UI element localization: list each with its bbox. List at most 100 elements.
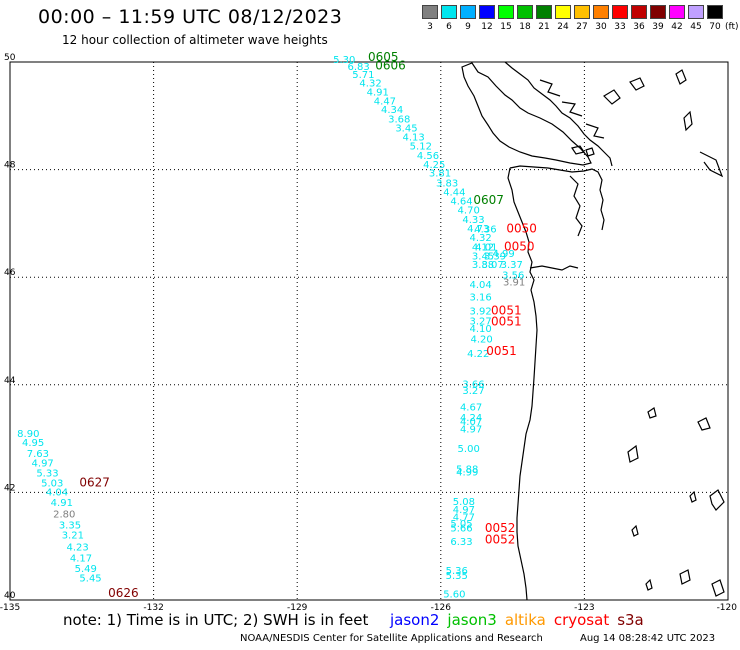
scale-swatch: [460, 5, 476, 19]
lon-tick-label: -123: [574, 603, 594, 613]
credit-text: NOAA/NESDIS Center for Satellite Applica…: [240, 633, 543, 644]
swh-reading: 8.90: [17, 429, 39, 440]
swh-reading: 3.66: [462, 379, 484, 390]
scale-label: 27: [576, 22, 588, 32]
map-frame: [9, 61, 729, 601]
track-time-label: 0605: [368, 50, 399, 64]
swh-reading: 4.04: [46, 488, 68, 499]
scale-swatch: [441, 5, 457, 19]
mission-s3a: s3a: [617, 611, 644, 629]
swh-reading: 4.07: [460, 417, 482, 428]
scale-swatch: [555, 5, 571, 19]
lat-tick-label: 42: [4, 483, 15, 493]
swh-reading: 4.47: [374, 97, 396, 108]
axis-tick-labels: -135 -132 -129 -126 -123 -120 50 48 46 44 42 40: [0, 53, 737, 613]
swh-reading: 4.01: [475, 242, 497, 253]
bc-inlet-3: [585, 123, 605, 139]
scale-label: 42: [671, 22, 683, 32]
swh-reading: 7.63: [27, 449, 49, 460]
swh-reading: 3.88: [472, 260, 494, 271]
swh-reading: 4.04: [470, 280, 492, 291]
swh-reading: 3.68: [388, 114, 410, 125]
mission-legend: jason2 jason3 altika cryosat s3a: [390, 611, 652, 629]
track-time-label: 0607: [473, 193, 504, 207]
scale-label: 3: [427, 22, 433, 32]
scale-label: 45: [690, 22, 702, 32]
scale-swatch: [479, 5, 495, 19]
swh-reading: 5.36: [446, 566, 468, 577]
swh-reading: 5.88: [456, 464, 478, 475]
swh-reading: 4.97: [32, 459, 54, 470]
swh-reading: 3.21: [62, 531, 84, 542]
swh-reading: 4.22: [467, 349, 489, 360]
columbia-river: [529, 265, 579, 271]
track-time-label: 0627: [79, 475, 110, 489]
swh-reading: 4.24: [460, 413, 482, 424]
lake-12: [631, 524, 639, 537]
swh-reading: 6.33: [450, 537, 472, 548]
scale-swatch: [517, 5, 533, 19]
scale-swatch: [574, 5, 590, 19]
track-time-label: 0050: [504, 239, 535, 253]
coastline: [461, 61, 725, 601]
bc-mainland-coast: [504, 61, 613, 167]
us-west-coast: [507, 165, 605, 601]
swh-reading: 3.56: [502, 270, 524, 281]
swh-reading: 5.08: [453, 497, 475, 508]
swh-reading: 4.91: [367, 87, 389, 98]
swh-reading: 4.32: [359, 79, 381, 90]
swh-reading: 3.16: [470, 292, 492, 303]
san-juan-islands: [571, 145, 585, 155]
swh-reading: 5.49: [75, 564, 97, 575]
lake-2: [699, 151, 724, 178]
swh-reading: 4.99: [492, 249, 514, 260]
swh-reading: 3.35: [59, 520, 81, 531]
lake-11: [645, 578, 653, 591]
swh-reading: 5.66: [450, 524, 472, 535]
lat-tick-label: 44: [4, 376, 16, 386]
swh-reading: 4.99: [456, 468, 478, 479]
swh-reading: 5.71: [352, 70, 374, 81]
lake-4: [647, 407, 657, 419]
swh-reading: 5.60: [443, 589, 465, 600]
scale-swatch: [422, 5, 438, 19]
swh-reading: 4.33: [462, 215, 484, 226]
swh-reading: 4.67: [460, 403, 482, 414]
swh-reading: 5.35: [446, 571, 468, 582]
swh-reading: 5.30: [333, 55, 355, 66]
swh-reading: 4.25: [423, 160, 445, 171]
swh-reading: 4.73: [467, 224, 489, 235]
scale-label: 33: [614, 22, 626, 32]
track-time-label: 0050: [506, 222, 537, 236]
bc-inlet-5: [629, 77, 645, 91]
mission-jason3: jason3: [447, 611, 497, 629]
track-time-label: 0051: [491, 315, 522, 329]
mission-altika: altika: [504, 611, 546, 629]
bc-inlet-4: [603, 89, 621, 105]
swh-reading: 4.95: [22, 438, 44, 449]
scale-unit: (ft): [725, 22, 739, 32]
units-note: note: 1) Time is in UTC; 2) SWH is in fe…: [63, 611, 369, 629]
track-time-label: 0051: [486, 344, 517, 358]
lake-1: [683, 110, 693, 132]
swh-reading: 5.45: [79, 574, 101, 585]
swh-reading: 5.33: [36, 468, 58, 479]
lon-tick-label: -120: [717, 603, 738, 613]
bc-inlet-2: [561, 101, 583, 117]
swh-reading: 4.97: [460, 425, 482, 436]
lake-10: [711, 579, 725, 597]
lake-8: [689, 490, 697, 503]
scale-swatch: [498, 5, 514, 19]
scale-label: 36: [633, 22, 645, 32]
scale-label: 21: [538, 22, 550, 32]
lon-tick-label: -135: [0, 603, 20, 613]
scale-label: 24: [557, 22, 569, 32]
swh-reading: 4.12: [472, 242, 494, 253]
swh-reading: 3.07: [481, 260, 503, 271]
lat-tick-label: 46: [4, 268, 16, 278]
scale-label: 9: [465, 22, 471, 32]
swh-reading: 3.37: [501, 260, 523, 271]
swh-reading: 5.03: [41, 478, 63, 489]
